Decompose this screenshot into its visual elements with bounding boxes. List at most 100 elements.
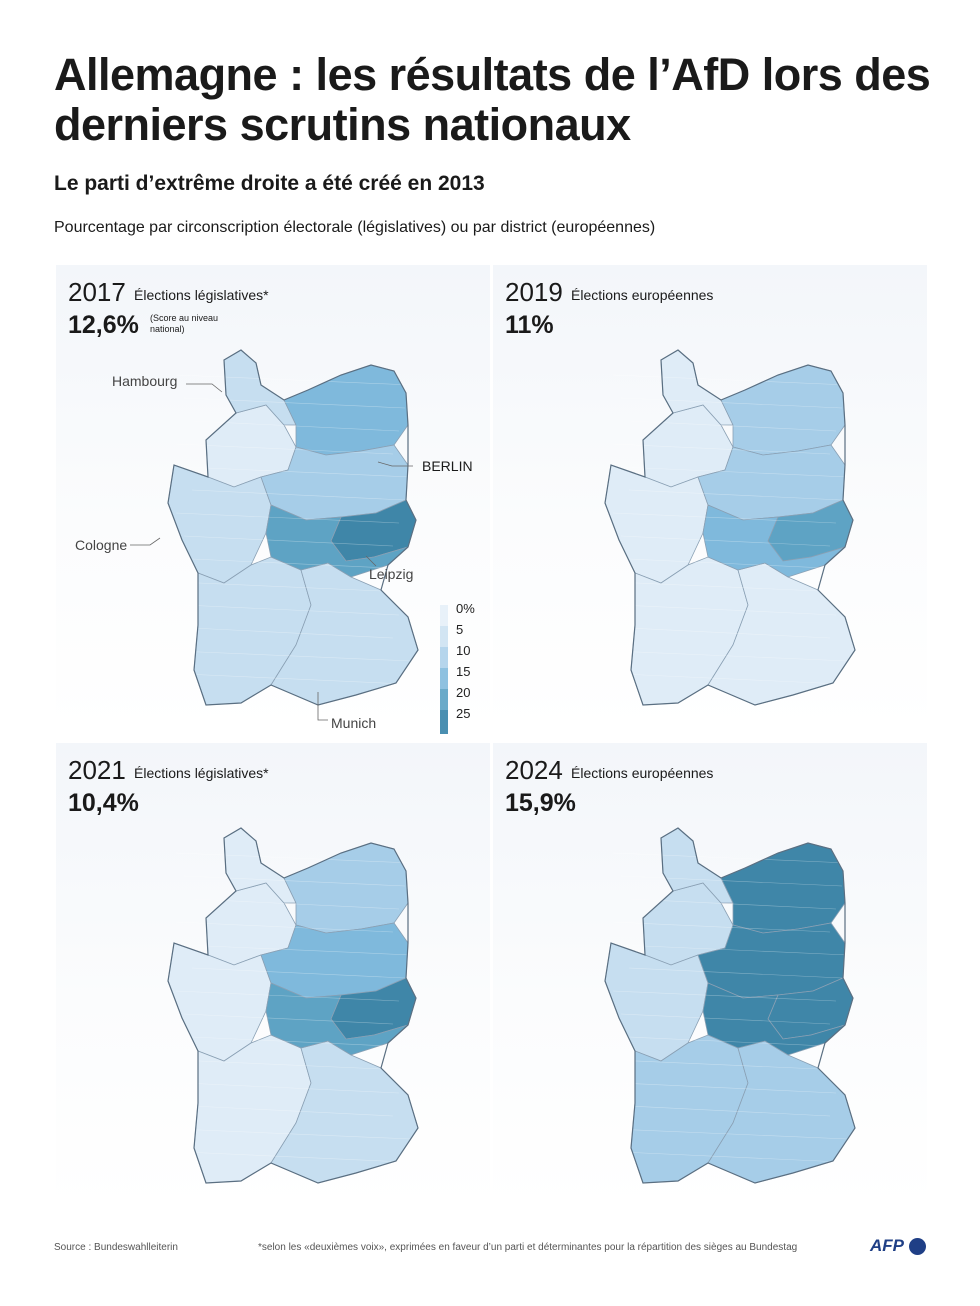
district-texture-line [620, 875, 843, 887]
germany-border [167, 349, 419, 706]
district-texture-line [612, 443, 831, 455]
panel-year: 2021 [68, 755, 126, 785]
district-texture-line [175, 852, 412, 864]
district-texture-line [620, 604, 837, 616]
page-description: Pourcentage par circonscription électora… [54, 219, 656, 236]
map-panel-2024: 2024 Élections européennes 15,9% [493, 743, 927, 1209]
district-texture-line [628, 967, 843, 979]
city-label-leipzig: Leipzig [369, 566, 414, 582]
district-texture-line [191, 489, 406, 501]
panel-national-score: 11% [505, 311, 554, 339]
germany-map-2019 [604, 349, 856, 706]
legend-label: 25 [456, 706, 471, 721]
legend-swatch [440, 626, 448, 647]
district-texture-line [191, 1105, 394, 1117]
map-panel-2019: 2019 Élections européennes 11% [493, 265, 927, 731]
legend-label: 0% [456, 601, 475, 616]
legend-label: 10 [456, 643, 471, 658]
district-texture-line [183, 1082, 400, 1094]
district-texture-line [612, 990, 837, 1002]
district-texture-line [175, 1059, 406, 1071]
legend-swatch [440, 605, 448, 626]
page-subtitle: Le parti d’extrême droite a été créé en … [54, 172, 485, 195]
color-legend: 0% 5 10 15 20 25 [440, 601, 500, 735]
district-texture-line [628, 420, 837, 432]
district-texture-line [191, 420, 400, 432]
panel-election-type: Élections législatives* [134, 765, 269, 781]
panel-national-score: 12,6% [68, 311, 139, 339]
district-texture-line [183, 535, 394, 547]
legend-label: 5 [456, 622, 464, 637]
city-label-munich: Munich [331, 715, 377, 731]
legend-swatch [440, 647, 448, 668]
district-texture-line [628, 558, 849, 570]
germany-border [604, 827, 856, 1184]
district-texture-line [175, 990, 400, 1002]
map-region-east-north [720, 842, 846, 934]
panel-national-score: 15,9% [505, 789, 576, 817]
district-texture-line [628, 489, 843, 501]
district-texture-line [612, 650, 849, 662]
panel-year: 2019 [505, 277, 563, 307]
district-texture-line [612, 581, 843, 593]
district-texture-line [628, 627, 831, 639]
source-note: Source : Bundeswahlleiterin [54, 1242, 178, 1253]
panel-election-type: Élections européennes [571, 765, 714, 781]
district-texture-line [612, 852, 849, 864]
city-label-cologne: Cologne [75, 537, 128, 553]
footnote: *selon les «deuxièmes voix», exprimées e… [258, 1242, 798, 1253]
district-texture-line [183, 604, 400, 616]
district-texture-line [191, 967, 406, 979]
afp-logo-dot-icon [909, 1238, 926, 1255]
district-texture-line [612, 374, 849, 386]
germany-map-2024 [604, 827, 856, 1184]
district-texture-line [183, 944, 412, 956]
legend-label: 15 [456, 664, 471, 679]
city-label-berlin: BERLIN [422, 458, 473, 474]
district-texture-line [612, 512, 837, 524]
district-texture-line [620, 535, 831, 547]
germany-border [604, 349, 856, 706]
district-texture-line [175, 512, 400, 524]
map-panel-2021: 2021 Élections législatives* 10,4% [56, 743, 490, 1209]
map-region-east-north [283, 842, 409, 934]
district-texture-line [612, 1128, 849, 1140]
district-texture-line [620, 944, 849, 956]
panel-election-type: Élections législatives* [134, 287, 269, 303]
district-texture-line [628, 1105, 831, 1117]
district-texture-line [183, 875, 406, 887]
district-texture-line [612, 1059, 843, 1071]
district-texture-line [191, 558, 412, 570]
district-texture-line [620, 397, 843, 409]
district-texture-line [612, 921, 831, 933]
district-texture-line [620, 1013, 831, 1025]
district-texture-line [191, 627, 394, 639]
legend-label: 20 [456, 685, 471, 700]
district-texture-line [620, 1151, 843, 1163]
district-texture-line [191, 1036, 412, 1048]
germany-map-2017 [167, 349, 419, 706]
district-texture-line [628, 1036, 849, 1048]
district-texture-line [175, 650, 412, 662]
district-texture-line [183, 1013, 394, 1025]
panel-election-type: Élections européennes [571, 287, 714, 303]
district-texture-line [191, 898, 400, 910]
panel-national-score: 10,4% [68, 789, 139, 817]
district-texture-line [175, 1128, 412, 1140]
district-texture-line [620, 1082, 837, 1094]
map-region-east-north [720, 364, 846, 456]
page-title: Allemagne : les résultats de l’AfD lors … [54, 49, 931, 150]
district-texture-line [175, 581, 406, 593]
map-region-east-north [283, 364, 409, 456]
district-texture-line [183, 1151, 406, 1163]
map-panel-2017: 2017 Élections législatives* 12,6% (Scor… [56, 265, 490, 731]
district-texture-line [183, 466, 412, 478]
district-texture-line [183, 397, 406, 409]
legend-swatch [440, 710, 448, 734]
germany-map-2021 [167, 827, 419, 1184]
city-label-hamburg: Hambourg [112, 373, 178, 389]
district-texture-line [628, 898, 837, 910]
afp-logo: AFP [870, 1236, 904, 1255]
germany-border [167, 827, 419, 1184]
panel-score-note: (Score au niveau national) [150, 313, 219, 334]
